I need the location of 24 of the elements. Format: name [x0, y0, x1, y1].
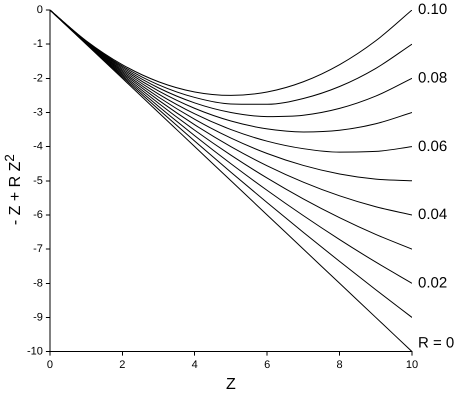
series-label: 0.02 — [418, 274, 448, 292]
x-tick-label: 8 — [336, 359, 343, 372]
x-axis-title: Z — [226, 376, 236, 393]
y-tick-label: -8 — [33, 277, 43, 290]
x-tick-label: 2 — [119, 359, 126, 372]
y-tick-label: -3 — [33, 106, 43, 119]
y-tick-label: -9 — [33, 311, 43, 324]
x-tick-label: 0 — [46, 359, 53, 372]
series-label: 0.10 — [418, 1, 448, 18]
x-tick-label: 10 — [406, 359, 418, 372]
y-tick-label: -6 — [33, 208, 43, 221]
y-tick-label: -2 — [33, 72, 43, 84]
y-tick-label: -4 — [33, 140, 43, 153]
x-tick-label: 4 — [192, 359, 198, 372]
x-tick-label: 6 — [264, 359, 270, 372]
series-label: 0.06 — [418, 138, 448, 155]
y-tick-label: -5 — [33, 174, 43, 187]
series-label: 0.04 — [418, 206, 448, 224]
series-label: R = 0 — [418, 334, 454, 352]
y-tick-label: -10 — [26, 346, 43, 358]
y-tick-label: 0 — [36, 4, 43, 16]
y-tick-label: -1 — [33, 38, 43, 50]
series-label: 0.08 — [418, 69, 448, 86]
y-tick-label: -7 — [33, 243, 43, 256]
